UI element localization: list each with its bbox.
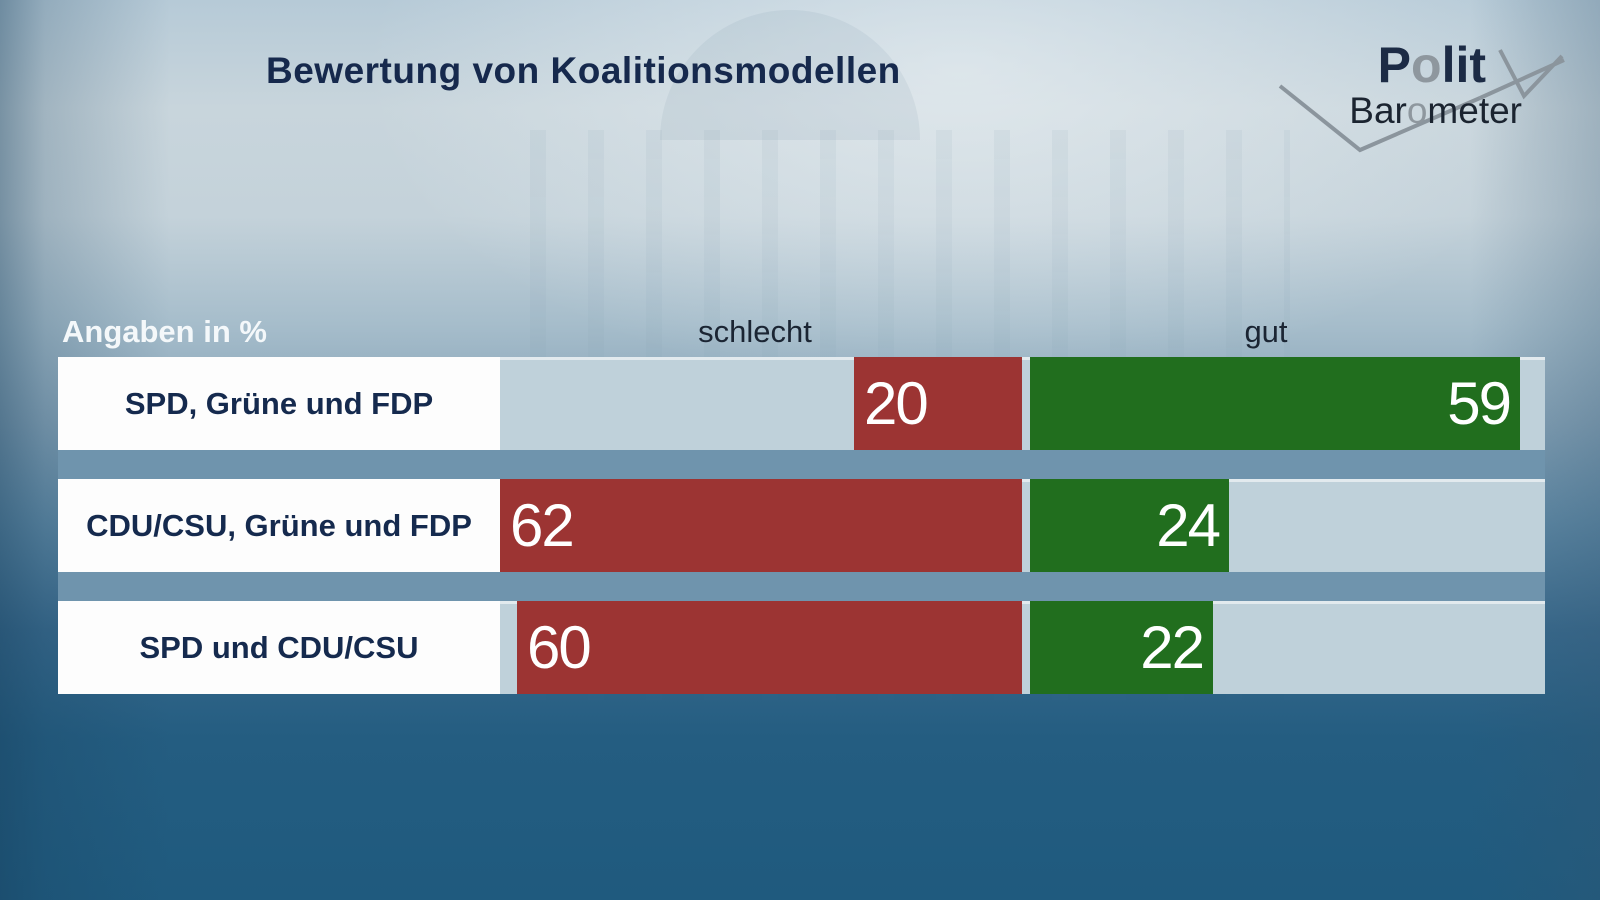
logo-gray-o: o	[1411, 37, 1442, 93]
units-label: Angaben in %	[62, 314, 267, 349]
logo-gray-o: o	[1406, 90, 1428, 131]
schlecht-value: 60	[527, 613, 592, 681]
chart-row: SPD und CDU/CSU 60 22	[58, 601, 1545, 694]
bar-track: 60 22	[500, 601, 1545, 694]
center-divider	[1022, 357, 1030, 450]
center-divider	[1022, 479, 1030, 572]
schlecht-bar: 60	[517, 601, 1022, 694]
logo-word-barometer: Barometer	[1349, 90, 1522, 131]
center-divider	[1022, 601, 1030, 694]
schlecht-bar: 20	[854, 357, 1022, 450]
schlecht-value: 62	[510, 491, 575, 559]
gut-value: 59	[1447, 369, 1512, 437]
logo-word-polit: Polit	[1377, 37, 1486, 93]
schlecht-value: 20	[864, 369, 929, 437]
schlecht-bar: 62	[500, 479, 1022, 572]
bar-track: 20 59	[500, 357, 1545, 450]
chart-row: SPD, Grüne und FDP 20 59	[58, 357, 1545, 450]
column-header-gut: gut	[1244, 314, 1288, 349]
zigzag-checkmark-icon	[1278, 49, 1565, 153]
row-separator-band	[58, 572, 1545, 601]
gut-bar: 24	[1030, 479, 1229, 572]
page-title: Bewertung von Koalitionsmodellen	[266, 50, 901, 91]
row-separator-band	[58, 450, 1545, 479]
category-label: CDU/CSU, Grüne und FDP	[58, 479, 500, 572]
column-header-schlecht: schlecht	[698, 314, 812, 349]
bar-track: 62 24	[500, 479, 1545, 572]
gut-value: 24	[1156, 491, 1221, 559]
chart: SPD, Grüne und FDP 20 59 CDU/CSU, Grüne und…	[58, 357, 1545, 694]
gut-bar: 22	[1030, 601, 1213, 694]
gut-value: 22	[1140, 613, 1205, 681]
politbarometer-logo: Polit Barometer	[1278, 34, 1565, 153]
category-label: SPD, Grüne und FDP	[58, 357, 500, 450]
chart-row: CDU/CSU, Grüne und FDP 62 24	[58, 479, 1545, 572]
category-label: SPD und CDU/CSU	[58, 601, 500, 694]
gut-bar: 59	[1030, 357, 1520, 450]
